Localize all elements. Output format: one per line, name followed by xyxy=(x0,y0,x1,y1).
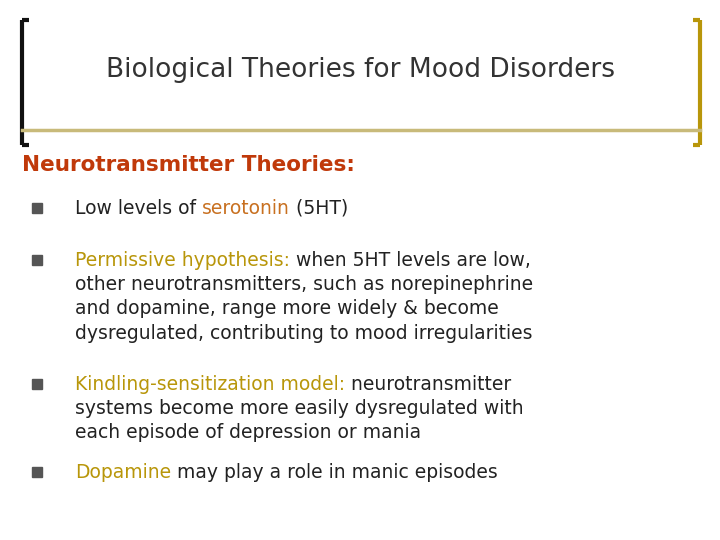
Text: may play a role in manic episodes: may play a role in manic episodes xyxy=(171,462,498,482)
Text: each episode of depression or mania: each episode of depression or mania xyxy=(75,423,421,442)
Bar xyxy=(32,255,42,265)
Text: Low levels of: Low levels of xyxy=(75,199,202,218)
Text: (5HT): (5HT) xyxy=(290,199,348,218)
Text: neurotransmitter: neurotransmitter xyxy=(345,375,511,394)
Text: Kindling-sensitization model:: Kindling-sensitization model: xyxy=(75,375,345,394)
Text: Dopamine: Dopamine xyxy=(75,462,171,482)
Text: and dopamine, range more widely & become: and dopamine, range more widely & become xyxy=(75,300,499,319)
Text: serotonin: serotonin xyxy=(202,199,290,218)
Text: systems become more easily dysregulated with: systems become more easily dysregulated … xyxy=(75,399,523,418)
Bar xyxy=(32,379,42,389)
Bar xyxy=(32,203,42,213)
Text: other neurotransmitters, such as norepinephrine: other neurotransmitters, such as norepin… xyxy=(75,275,533,294)
Text: Permissive hypothesis:: Permissive hypothesis: xyxy=(75,251,290,269)
Text: when 5HT levels are low,: when 5HT levels are low, xyxy=(290,251,531,269)
Text: Neurotransmitter Theories:: Neurotransmitter Theories: xyxy=(22,155,355,175)
Text: dysregulated, contributing to mood irregularities: dysregulated, contributing to mood irreg… xyxy=(75,324,533,343)
Text: Biological Theories for Mood Disorders: Biological Theories for Mood Disorders xyxy=(106,57,614,83)
Bar xyxy=(32,467,42,477)
